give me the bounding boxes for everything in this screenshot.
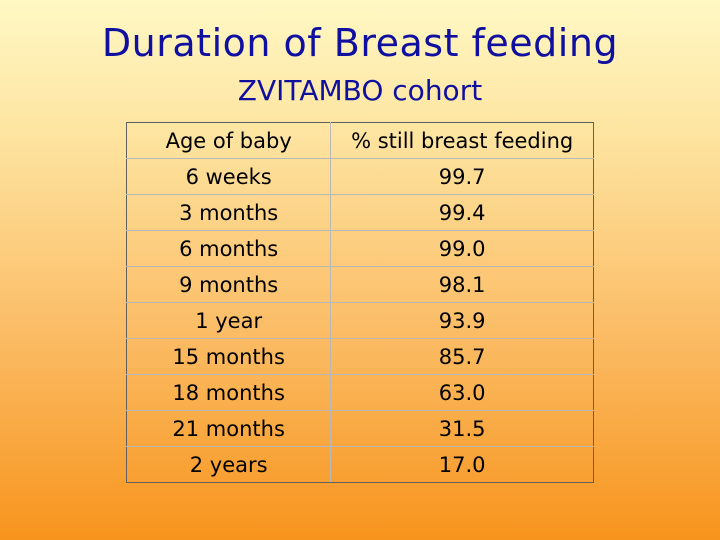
age-cell: 2 years xyxy=(125,446,332,483)
table-row: 6 weeks 99.7 xyxy=(125,158,594,195)
age-cell: 9 months xyxy=(125,266,332,303)
age-cell: 6 months xyxy=(125,230,332,267)
percent-cell: 85.7 xyxy=(330,338,594,375)
percent-cell: 99.0 xyxy=(330,230,594,267)
table-row: 15 months 85.7 xyxy=(125,338,594,375)
table-row: 18 months 63.0 xyxy=(125,374,594,411)
table-row: 9 months 98.1 xyxy=(125,266,594,303)
table-row: 2 years 17.0 xyxy=(125,446,594,483)
header-age-of-baby: Age of baby xyxy=(125,122,332,159)
table-row: 21 months 31.5 xyxy=(125,410,594,447)
slide-title: Duration of Breast feeding xyxy=(101,21,619,65)
table-row: 6 months 99.0 xyxy=(125,230,594,267)
age-cell: 21 months xyxy=(125,410,332,447)
breastfeeding-table: Age of baby % still breast feeding 6 wee… xyxy=(125,122,594,483)
table-row: 3 months 99.4 xyxy=(125,194,594,231)
percent-cell: 93.9 xyxy=(330,302,594,339)
slide-subtitle: ZVITAMBO cohort xyxy=(237,74,483,107)
age-cell: 15 months xyxy=(125,338,332,375)
percent-cell: 17.0 xyxy=(330,446,594,483)
percent-cell: 98.1 xyxy=(330,266,594,303)
percent-cell: 99.4 xyxy=(330,194,594,231)
percent-cell: 99.7 xyxy=(330,158,594,195)
age-cell: 1 year xyxy=(125,302,332,339)
table-header-row: Age of baby % still breast feeding xyxy=(125,122,594,159)
age-cell: 6 weeks xyxy=(125,158,332,195)
age-cell: 3 months xyxy=(125,194,332,231)
percent-cell: 31.5 xyxy=(330,410,594,447)
age-cell: 18 months xyxy=(125,374,332,411)
percent-cell: 63.0 xyxy=(330,374,594,411)
header-percent-breast-feeding: % still breast feeding xyxy=(330,122,594,159)
table-row: 1 year 93.9 xyxy=(125,302,594,339)
